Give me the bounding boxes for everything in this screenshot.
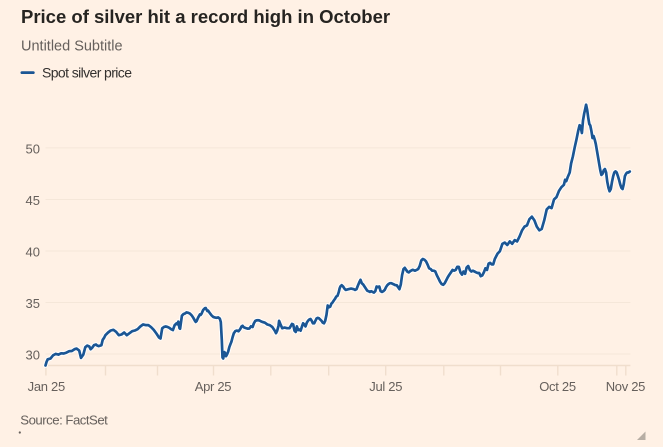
svg-text:Source: FactSet: Source: FactSet <box>20 413 108 428</box>
svg-text:Apr 25: Apr 25 <box>195 379 232 394</box>
svg-text:50: 50 <box>26 142 40 157</box>
svg-text:35: 35 <box>26 296 40 311</box>
svg-text:Jul 25: Jul 25 <box>369 379 402 394</box>
svg-text:Oct 25: Oct 25 <box>539 379 576 394</box>
svg-text:Jan 25: Jan 25 <box>28 379 65 394</box>
svg-text:Price of silver hit a record h: Price of silver hit a record high in Oct… <box>21 6 390 27</box>
svg-text:30: 30 <box>26 348 40 363</box>
svg-text:Spot silver price: Spot silver price <box>42 64 132 80</box>
svg-text:Nov 25: Nov 25 <box>606 379 645 394</box>
svg-text:40: 40 <box>26 245 40 260</box>
svg-text:45: 45 <box>26 193 40 208</box>
svg-text:Untitled Subtitle: Untitled Subtitle <box>21 39 123 55</box>
